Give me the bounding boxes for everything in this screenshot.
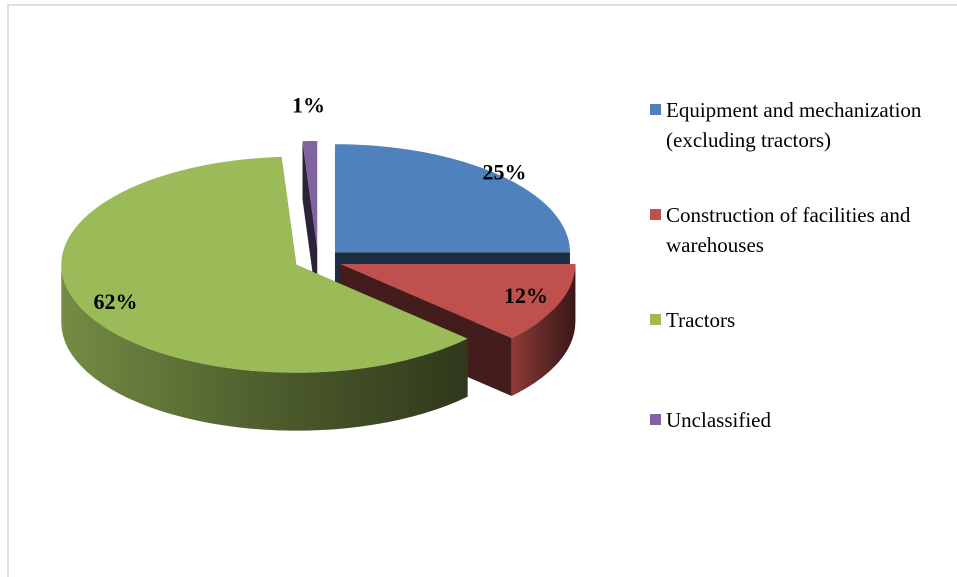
legend-item: Construction of facilities and warehouse… <box>650 200 950 260</box>
slice <box>340 264 576 338</box>
legend-item: Unclassified <box>650 405 950 435</box>
data-label: 25% <box>482 159 526 184</box>
legend-swatch <box>650 314 661 325</box>
legend-swatch <box>650 414 661 425</box>
legend-item: Equipment and mechanization (excluding t… <box>650 95 950 155</box>
legend-label: Tractors <box>666 308 736 332</box>
slice <box>334 144 570 253</box>
slice-wall <box>302 141 318 307</box>
legend-item: Tractors <box>650 305 950 335</box>
data-label: 62% <box>94 289 138 314</box>
legend-label: Unclassified <box>666 408 771 432</box>
chart-frame <box>7 4 957 577</box>
legend-swatch <box>650 104 661 115</box>
slice <box>61 156 468 373</box>
slice <box>302 140 318 249</box>
data-label: 1% <box>292 93 325 118</box>
slice-side <box>61 264 468 431</box>
slice-side <box>511 264 576 396</box>
data-label: 12% <box>504 283 548 308</box>
legend-label: Equipment and mechanization (excluding t… <box>666 98 922 152</box>
legend-label: Construction of facilities and warehouse… <box>666 203 911 257</box>
legend-swatch <box>650 209 661 220</box>
